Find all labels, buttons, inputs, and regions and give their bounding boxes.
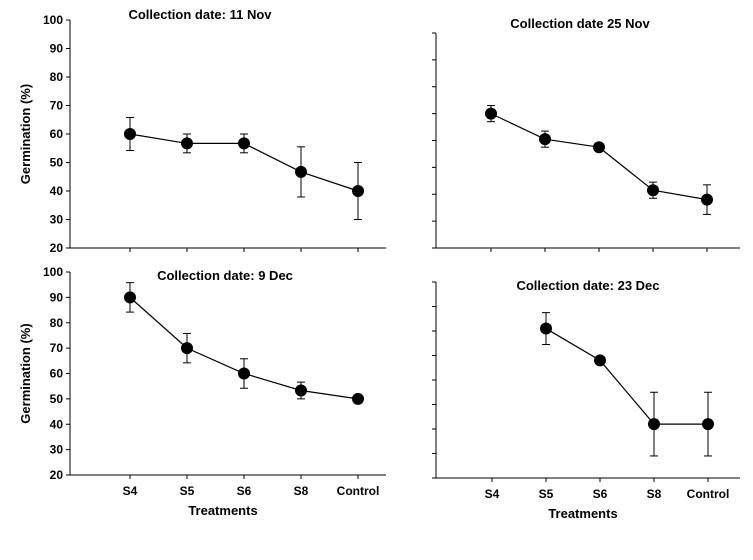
y-tick-label: 70 — [50, 341, 64, 355]
data-point — [352, 185, 364, 197]
x-tick-label: S4 — [123, 484, 138, 498]
x-tick-label: S5 — [180, 484, 195, 498]
y-tick-label: 90 — [50, 42, 64, 56]
data-point — [181, 137, 193, 150]
y-tick-label: 40 — [50, 184, 64, 198]
y-tick-label: 30 — [50, 443, 64, 457]
y-tick-label: 80 — [50, 70, 64, 84]
y-tick-label: 40 — [50, 417, 64, 431]
x-axis-label: Treatments — [548, 506, 617, 521]
y-tick-label: 100 — [43, 265, 63, 279]
x-tick-label: S6 — [593, 487, 608, 501]
y-tick-label: 70 — [50, 99, 64, 113]
series-line — [545, 328, 708, 425]
data-point — [485, 107, 497, 120]
panel-title: Collection date 25 Nov — [510, 16, 650, 31]
y-tick-label: 20 — [50, 468, 64, 482]
data-point — [594, 354, 606, 367]
x-tick-label: Control — [687, 487, 730, 501]
data-point — [238, 137, 250, 150]
x-tick-label: S8 — [647, 487, 662, 501]
series-line — [490, 113, 708, 201]
data-point — [181, 342, 193, 355]
y-tick-label: 80 — [50, 316, 64, 330]
data-point — [701, 193, 713, 206]
data-point — [124, 291, 136, 304]
panel-title: Collection date: 9 Dec — [157, 268, 293, 283]
panel-title: Collection date: 11 Nov — [128, 7, 272, 22]
y-tick-label: 60 — [50, 127, 64, 141]
x-tick-label: Control — [337, 484, 380, 498]
data-point — [702, 418, 714, 431]
data-point — [238, 367, 250, 380]
panel-4: Collection date: 23 Dec S4 S5 S6 S8 Control Tr… — [432, 278, 740, 521]
panel-title: Collection date: 23 Dec — [516, 278, 659, 293]
data-point — [295, 384, 307, 397]
y-tick-label: 20 — [50, 241, 64, 255]
y-axis-label: Germination (%) — [18, 323, 33, 423]
x-tick-label: S8 — [294, 484, 309, 498]
x-tick-label: S5 — [539, 487, 554, 501]
y-tick-label: 50 — [50, 392, 64, 406]
y-tick-label: 90 — [50, 290, 64, 304]
x-tick-label: S4 — [485, 487, 500, 501]
data-point — [124, 128, 136, 140]
data-point — [352, 392, 364, 405]
data-point — [647, 184, 659, 197]
data-point — [593, 141, 605, 154]
y-axis-label: Germination (%) — [18, 84, 33, 184]
x-axis-label: Treatments — [188, 503, 257, 518]
x-tick-label: S6 — [237, 484, 252, 498]
data-point — [648, 418, 660, 431]
data-point — [295, 165, 307, 178]
panel-2: Collection date 25 Nov — [432, 16, 740, 252]
y-tick-label: 30 — [50, 213, 64, 227]
data-point — [540, 322, 552, 335]
y-tick-label: 100 — [43, 13, 63, 27]
panel-3: Collection date: 9 Dec 20 30 40 50 60 70 80 90 10… — [18, 265, 386, 518]
panel-1: Collection date: 11 Nov 20 30 40 50 60 70 80 90 1… — [18, 7, 386, 255]
y-tick-label: 50 — [50, 156, 64, 170]
data-point — [539, 133, 551, 146]
y-tick-label: 60 — [50, 367, 64, 381]
